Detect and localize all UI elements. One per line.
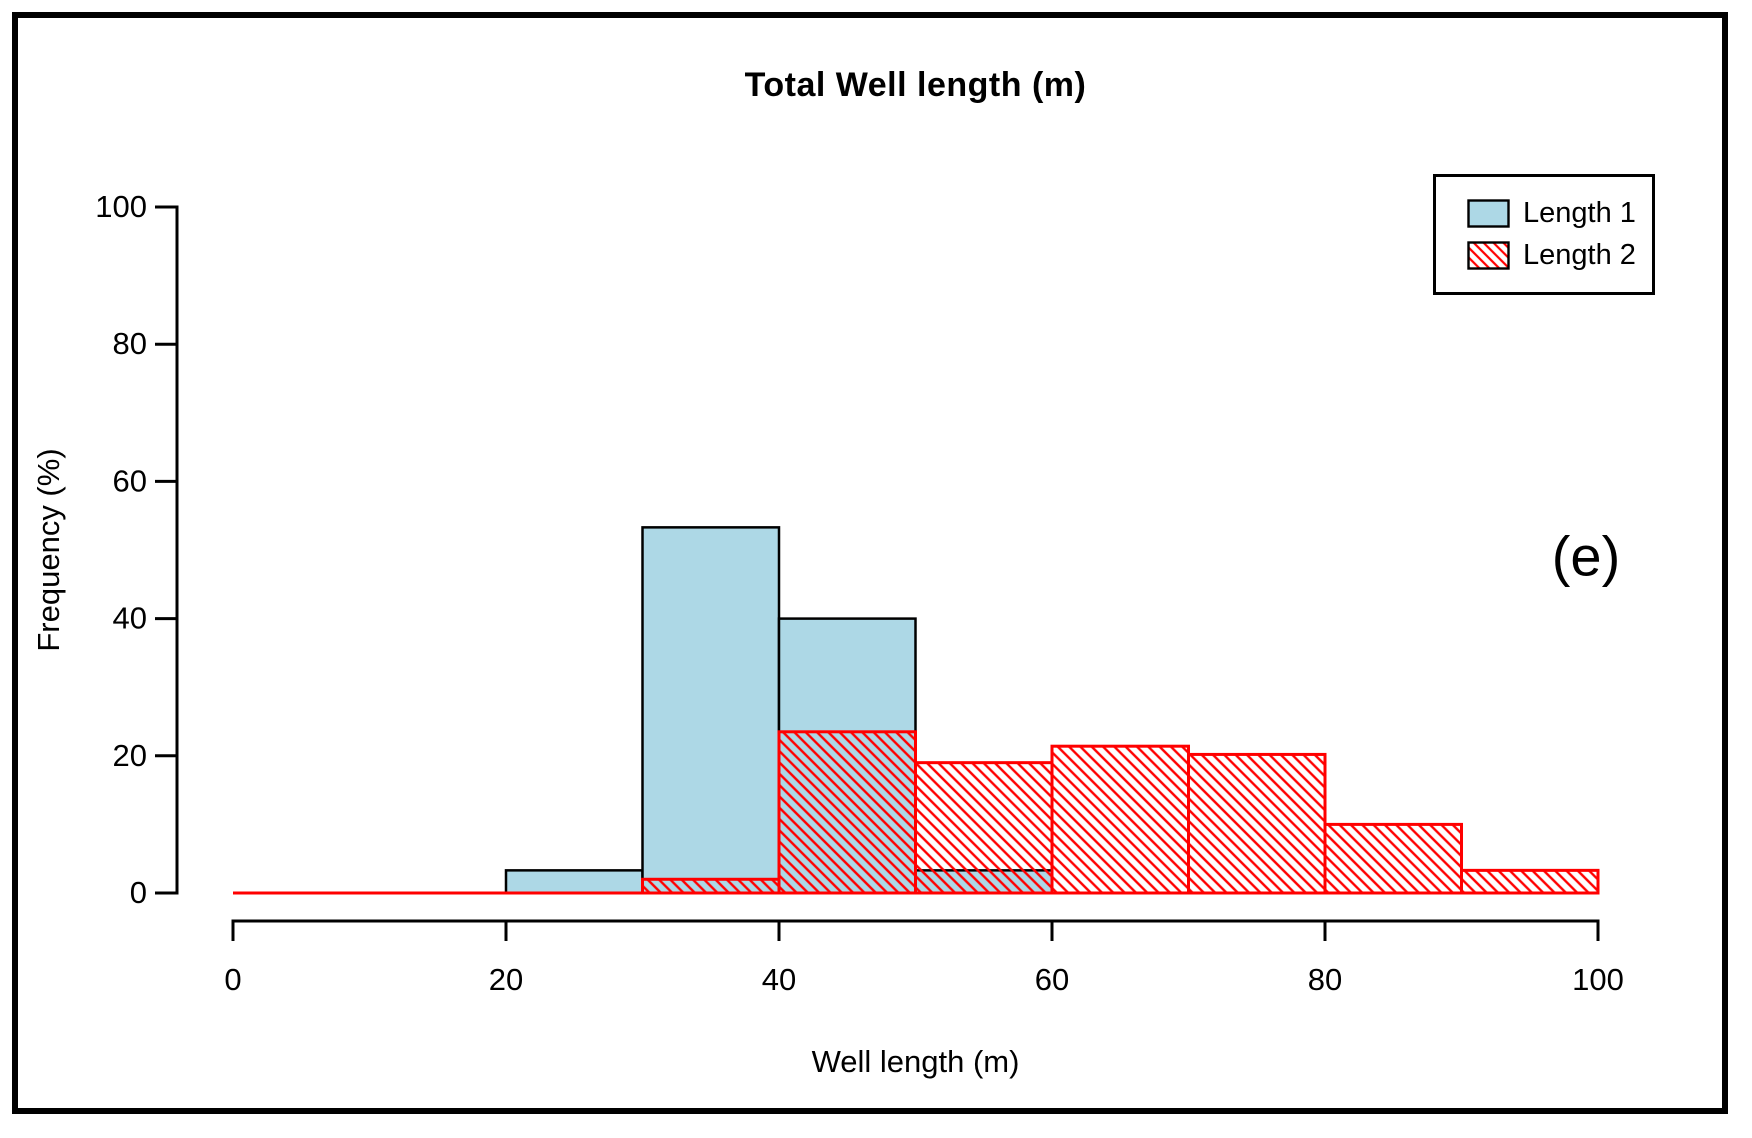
panel-annotation: (e) [1551, 524, 1621, 588]
x-tick-label: 80 [1308, 962, 1342, 997]
histogram-bar-length2 [1323, 822, 1463, 895]
histogram-bar-length2 [1460, 868, 1600, 895]
y-tick-label: 80 [113, 326, 147, 361]
figure-border [12, 12, 1728, 1114]
histogram-bar-length2 [641, 877, 781, 895]
histogram-bar-length1 [504, 869, 644, 895]
legend-row-length2: Length 2 [1467, 241, 1652, 270]
legend-label-length1: Length 1 [1523, 197, 1636, 229]
x-tick-label: 100 [1572, 962, 1624, 997]
x-tick-label: 60 [1035, 962, 1069, 997]
y-tick-label: 60 [113, 463, 147, 498]
histogram-bar-length2 [1050, 744, 1190, 895]
x-tick-label: 20 [489, 962, 523, 997]
histogram-bar-length2 [914, 761, 1054, 895]
chart-title: Total Well length (m) [744, 66, 1087, 104]
legend-row-length1: Length 1 [1467, 199, 1652, 228]
histogram-bar-length1 [641, 526, 781, 895]
y-tick-label: 40 [113, 601, 147, 636]
legend-swatch-solid-icon [1467, 199, 1510, 228]
y-tick-label: 0 [130, 875, 147, 910]
x-tick-label: 0 [224, 962, 241, 997]
legend-label-length2: Length 2 [1523, 239, 1636, 271]
y-tick-label: 100 [95, 189, 147, 224]
histogram-bar-length2 [1187, 752, 1327, 895]
legend-swatch-hatched-icon [1467, 241, 1510, 270]
x-axis-label: Well length (m) [811, 1044, 1020, 1079]
y-tick-label: 20 [113, 738, 147, 773]
x-tick-label: 40 [762, 962, 796, 997]
legend-box: Length 1 Length 2 [1433, 174, 1655, 295]
histogram-bar-length2 [777, 730, 917, 895]
